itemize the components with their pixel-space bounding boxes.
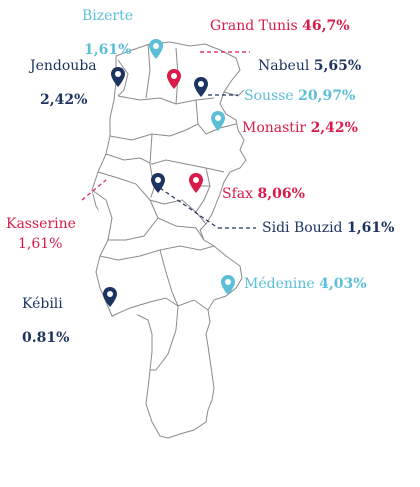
- sfax-percent: 8,06%: [257, 186, 305, 202]
- leader-sidi-bouzid: [159, 187, 219, 229]
- kebili-name: Kébili: [22, 296, 63, 312]
- sidi-bouzid-label: Sidi Bouzid 1,61%: [262, 220, 394, 236]
- sousse-label: Sousse 20,97%: [244, 88, 355, 104]
- kasserine-percent: 1,61%: [18, 236, 63, 252]
- sousse-name: Sousse: [244, 88, 294, 104]
- grand-tunis-pin-icon: [167, 69, 181, 89]
- jendouba-name: Jendouba: [30, 58, 97, 74]
- sousse-percent: 20,97%: [298, 88, 356, 104]
- sidi-bouzid-name: Sidi Bouzid: [262, 220, 343, 236]
- bizerte-name: Bizerte: [82, 8, 134, 24]
- monastir-percent: 2,42%: [310, 120, 358, 136]
- sfax-pin-icon: [189, 173, 203, 193]
- jendouba-percent: 2,42%: [40, 92, 88, 108]
- sidi-bouzid-pin-icon: [151, 173, 165, 193]
- country-outline: [91, 41, 247, 439]
- nabeul-pin-icon: [194, 77, 208, 97]
- grand-tunis-percent: 46,7%: [302, 18, 350, 34]
- nabeul-label: Nabeul 5,65%: [258, 58, 361, 74]
- bizerte-percent: 1,61%: [84, 42, 132, 58]
- monastir-label: Monastir 2,42%: [242, 120, 358, 136]
- bizerte-pin-icon: [149, 39, 163, 59]
- sfax-name: Sfax: [222, 186, 254, 202]
- sidi-bouzid-percent: 1,61%: [346, 220, 395, 236]
- medenine-label: Médenine 4,03%: [244, 276, 367, 292]
- grand-tunis-label: Grand Tunis 46,7%: [210, 18, 350, 34]
- kebili-percent: 0.81%: [22, 330, 70, 346]
- sousse-pin-icon: [211, 111, 225, 131]
- jendouba-pin-icon: [111, 67, 125, 87]
- medenine-name: Médenine: [244, 276, 315, 292]
- grand-tunis-name: Grand Tunis: [210, 18, 298, 34]
- nabeul-name: Nabeul: [258, 58, 310, 74]
- monastir-name: Monastir: [242, 120, 307, 136]
- leader-kasserine: [81, 179, 107, 201]
- nabeul-percent: 5,65%: [313, 58, 362, 74]
- kebili-pin-icon: [103, 287, 117, 307]
- sfax-label: Sfax 8,06%: [222, 186, 305, 202]
- kasserine-name: Kasserine: [6, 216, 76, 232]
- medenine-pin-icon: [221, 275, 235, 295]
- medenine-percent: 4,03%: [319, 276, 367, 292]
